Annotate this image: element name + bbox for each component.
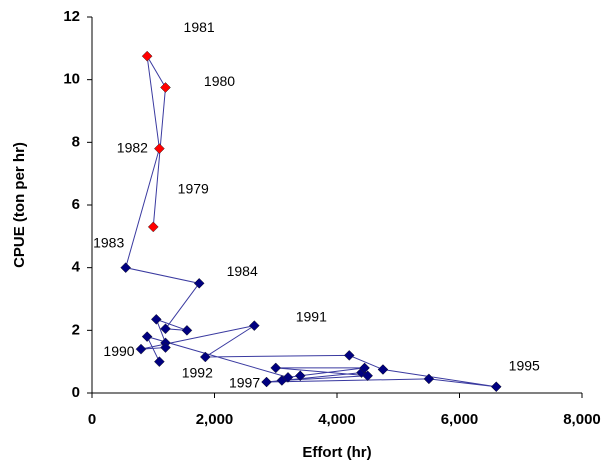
- data-point: [150, 314, 162, 325]
- data-point: [248, 320, 260, 331]
- data-point: [362, 370, 373, 382]
- data-point: [490, 381, 502, 393]
- data-point: [423, 373, 435, 385]
- data-point: [160, 342, 171, 353]
- point-label: 1990: [103, 343, 134, 359]
- data-point: [120, 262, 132, 274]
- data-point: [199, 351, 211, 363]
- y-tick-label: 2: [72, 321, 80, 338]
- point-label: 1997: [229, 375, 260, 391]
- x-tick-label: 6,000: [441, 411, 479, 428]
- point-label: 1980: [204, 73, 235, 89]
- data-point: [160, 323, 171, 335]
- x-tick-label: 0: [88, 411, 96, 428]
- data-point: [141, 50, 153, 62]
- data-point: [343, 350, 355, 361]
- data-point: [193, 277, 205, 289]
- point-label: 1992: [182, 365, 213, 381]
- y-tick-label: 10: [63, 71, 80, 88]
- y-tick-label: 0: [72, 384, 80, 401]
- data-point: [261, 376, 272, 388]
- point-label: 1983: [93, 234, 124, 250]
- data-point: [147, 221, 159, 233]
- data-point: [270, 362, 282, 374]
- y-tick-label: 4: [72, 259, 81, 276]
- data-point: [294, 370, 306, 382]
- point-label: 1979: [178, 181, 209, 197]
- data-point: [154, 143, 165, 154]
- y-axis-title: CPUE (ton per hr): [11, 142, 28, 268]
- data-point: [181, 324, 193, 336]
- data-point: [282, 371, 294, 383]
- point-label: 1982: [117, 139, 148, 155]
- data-line: [125, 55, 497, 388]
- data-point: [141, 331, 153, 342]
- x-tick-label: 8,000: [563, 411, 601, 428]
- x-tick-label: 4,000: [318, 411, 356, 428]
- point-label: 1995: [509, 357, 540, 373]
- data-point: [160, 82, 171, 93]
- point-label: 1984: [227, 263, 258, 279]
- x-tick-label: 2,000: [196, 411, 234, 428]
- point-label: 1991: [296, 308, 327, 324]
- data-point: [359, 362, 370, 374]
- data-point: [377, 364, 389, 375]
- data-point: [154, 356, 165, 368]
- x-axis-title: Effort (hr): [302, 444, 371, 461]
- y-tick-label: 12: [63, 8, 80, 25]
- data-point: [135, 343, 147, 355]
- y-tick-label: 8: [72, 133, 80, 150]
- y-tick-label: 6: [72, 196, 80, 213]
- point-label: 1981: [184, 19, 215, 35]
